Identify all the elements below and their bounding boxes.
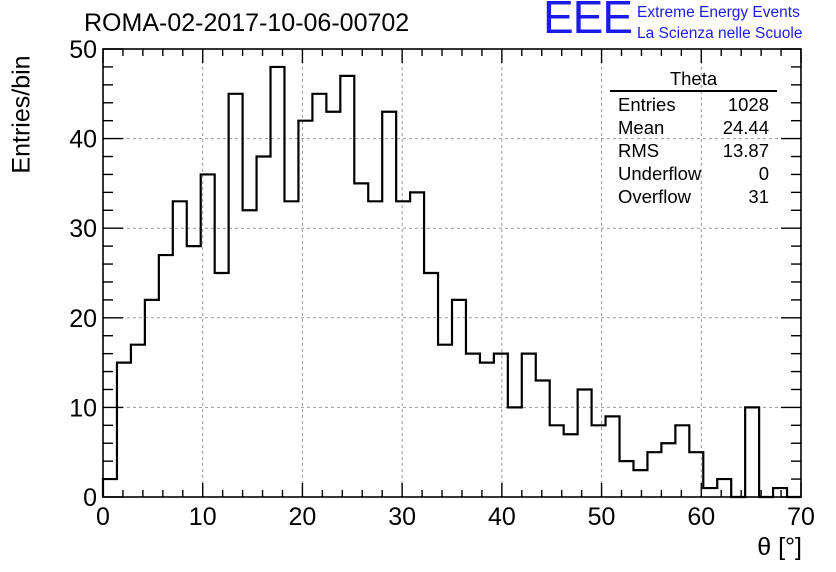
x-tick-label: 30 — [388, 503, 416, 531]
logo-line-2: La Scienza nelle Scuole — [637, 25, 803, 42]
y-tick-label: 0 — [83, 484, 97, 512]
stats-row-mean: Mean 24.44 — [610, 116, 777, 142]
y-tick-label: 40 — [69, 126, 97, 154]
stats-header: Theta — [610, 69, 777, 92]
stats-value: 24.44 — [722, 116, 769, 138]
stats-value: 0 — [758, 162, 769, 184]
x-tick-label: 70 — [787, 503, 815, 531]
x-tick-label: 60 — [687, 503, 715, 531]
x-tick-label: 40 — [488, 503, 516, 531]
y-tick-label: 30 — [69, 215, 97, 243]
y-tick-label: 10 — [69, 394, 97, 422]
eee-logo-mark: EEE — [543, 0, 633, 43]
stats-label: Overflow — [618, 185, 691, 207]
y-axis-label: Entries/bin — [7, 55, 36, 174]
stats-row-underflow: Underflow 0 — [610, 162, 777, 188]
stats-row-overflow: Overflow 31 — [610, 185, 777, 211]
stats-value: 13.87 — [722, 139, 769, 161]
plot-title: ROMA-02-2017-10-06-00702 — [84, 9, 410, 37]
axis-tick-labels: 0 10 20 30 40 50 60 70 0 10 20 30 40 50 — [69, 36, 815, 531]
x-tick-label: 10 — [189, 503, 217, 531]
stats-label: Underflow — [618, 162, 702, 184]
stats-value: 31 — [748, 185, 769, 207]
stats-box: Theta Entries 1028 Mean 24.44 RMS 13.87 … — [610, 69, 777, 211]
x-tick-label: 0 — [96, 503, 110, 531]
stats-label: Mean — [618, 116, 665, 138]
plot-frame — [102, 48, 802, 498]
x-tick-label: 50 — [588, 503, 616, 531]
y-tick-label: 20 — [69, 305, 97, 333]
y-tick-label: 50 — [69, 36, 97, 64]
stats-row-entries: Entries 1028 — [610, 93, 777, 119]
histogram-series — [101, 65, 801, 499]
axis-ticks — [102, 48, 802, 498]
logo-line-1: Extreme Energy Events — [637, 4, 800, 21]
stats-row-rms: RMS 13.87 — [610, 139, 777, 165]
stats-label: RMS — [618, 139, 660, 161]
grid-lines — [103, 49, 801, 497]
stats-value: 1028 — [727, 93, 769, 115]
x-tick-label: 20 — [289, 503, 317, 531]
x-axis-label: θ [°] — [757, 533, 802, 561]
stats-label: Entries — [618, 93, 676, 115]
